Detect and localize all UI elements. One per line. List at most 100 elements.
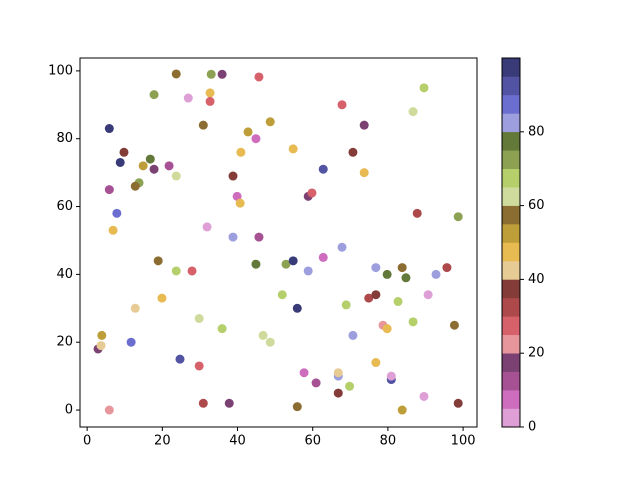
point xyxy=(453,398,463,408)
point xyxy=(228,232,238,242)
colorbar-tick-label: 60 xyxy=(528,198,545,213)
point xyxy=(115,157,125,167)
colorbar-segment xyxy=(502,131,520,151)
colorbar-segment xyxy=(502,94,520,114)
y-tick-label: 100 xyxy=(48,63,73,78)
point xyxy=(341,300,351,310)
point xyxy=(318,164,328,174)
point xyxy=(217,69,227,79)
colorbar-segment xyxy=(502,316,520,336)
colorbar-segment xyxy=(502,58,520,77)
x-tick-label: 100 xyxy=(451,434,476,449)
y-tick-label: 60 xyxy=(56,199,73,214)
point xyxy=(442,263,452,273)
point xyxy=(449,320,459,330)
point xyxy=(149,164,159,174)
y-tick-label: 80 xyxy=(56,131,73,146)
point xyxy=(108,225,118,235)
point xyxy=(104,185,114,195)
point xyxy=(171,171,181,181)
point xyxy=(419,83,429,93)
colorbar-tick-label: 20 xyxy=(528,346,545,361)
colorbar-segment xyxy=(502,353,520,372)
point xyxy=(175,354,185,364)
point xyxy=(345,381,355,391)
colorbar-frame xyxy=(501,57,521,428)
point xyxy=(359,120,369,130)
point xyxy=(423,290,433,300)
point xyxy=(359,168,369,178)
point xyxy=(251,259,261,269)
colorbar-segment xyxy=(502,371,520,391)
point xyxy=(183,93,193,103)
point xyxy=(104,124,114,134)
colorbar-segment xyxy=(502,168,520,188)
colorbar-segment xyxy=(502,150,520,169)
point xyxy=(235,198,245,208)
point xyxy=(371,290,381,300)
y-tick-label: 0 xyxy=(65,403,73,418)
point xyxy=(397,263,407,273)
point xyxy=(292,303,302,313)
point xyxy=(281,259,291,269)
plot-frame xyxy=(79,57,478,428)
point xyxy=(337,100,347,110)
point xyxy=(171,266,181,276)
point xyxy=(311,378,321,388)
point xyxy=(364,293,374,303)
point xyxy=(130,181,140,191)
colorbar-segment xyxy=(502,113,520,133)
colorbar-tick-label: 40 xyxy=(528,272,545,287)
point xyxy=(265,117,275,127)
point xyxy=(130,303,140,313)
point xyxy=(303,266,313,276)
colorbar-segment xyxy=(502,242,520,262)
point xyxy=(198,398,208,408)
x-tick-label: 40 xyxy=(229,434,246,449)
point xyxy=(202,222,212,232)
colorbar-segment xyxy=(502,334,520,354)
x-tick-label: 80 xyxy=(380,434,397,449)
colorbar-segment xyxy=(502,205,520,225)
colorbar-tick-label: 80 xyxy=(528,124,545,139)
point xyxy=(171,69,181,79)
y-tick-label: 40 xyxy=(56,267,73,282)
point xyxy=(371,263,381,273)
point xyxy=(333,388,343,398)
point xyxy=(393,297,403,307)
colorbar-segment xyxy=(502,297,520,317)
point xyxy=(318,252,328,262)
point xyxy=(153,256,163,266)
point xyxy=(149,90,159,100)
point xyxy=(236,147,246,157)
point xyxy=(243,127,253,137)
colorbar-segment xyxy=(502,76,520,96)
y-tick-label: 20 xyxy=(56,335,73,350)
x-tick-label: 0 xyxy=(83,434,91,449)
point xyxy=(112,208,122,218)
point xyxy=(299,368,309,378)
point xyxy=(386,371,396,381)
point xyxy=(96,341,106,351)
x-tick-label: 20 xyxy=(154,434,171,449)
colorbar-segment xyxy=(502,408,520,428)
point xyxy=(194,313,204,323)
colorbar-tick-label: 0 xyxy=(528,420,536,435)
point xyxy=(333,368,343,378)
point xyxy=(198,120,208,130)
point xyxy=(431,269,441,279)
colorbar-segment xyxy=(502,187,520,206)
point xyxy=(348,330,358,340)
point xyxy=(412,208,422,218)
point xyxy=(119,147,129,157)
point xyxy=(187,266,197,276)
point xyxy=(258,330,268,340)
point xyxy=(277,290,287,300)
point xyxy=(382,324,392,334)
point xyxy=(251,134,261,144)
point xyxy=(408,317,418,327)
point xyxy=(205,96,215,106)
point xyxy=(157,293,167,303)
point xyxy=(254,232,264,242)
